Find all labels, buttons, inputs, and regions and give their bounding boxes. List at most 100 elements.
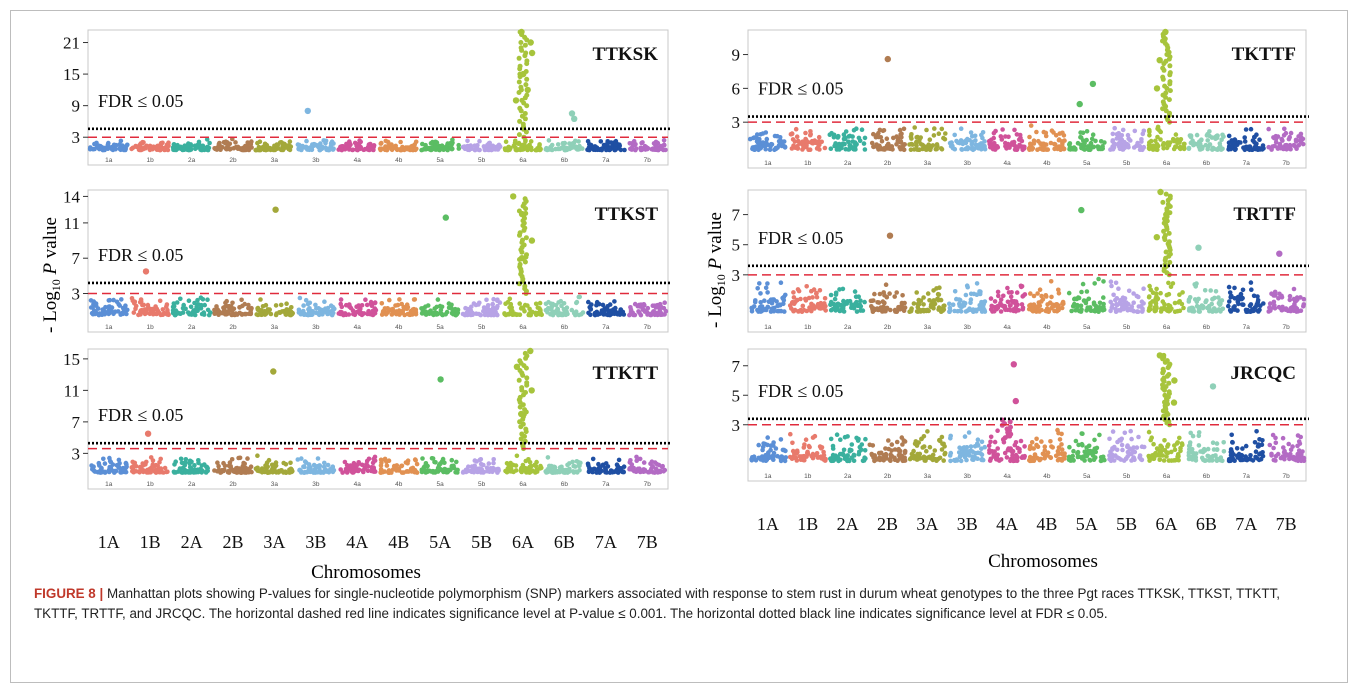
chromosome-inner-label: 3b — [312, 157, 320, 164]
snp-point — [834, 432, 840, 438]
snp-point — [791, 290, 796, 295]
chromosome-inner-label: 2a — [844, 473, 852, 480]
snp-point — [573, 138, 578, 144]
snp-point — [255, 453, 260, 459]
snp-point — [430, 456, 436, 461]
snp-point — [195, 297, 200, 303]
snp-point — [229, 457, 235, 462]
snp-point — [405, 311, 411, 317]
snp-point — [1175, 308, 1180, 314]
y-tick-label: 3 — [732, 266, 741, 285]
snp-point — [749, 458, 755, 463]
snp-point — [95, 144, 101, 149]
snp-point — [939, 147, 945, 152]
chromosome-inner-label: 7b — [644, 481, 652, 488]
snp-point — [1081, 146, 1087, 152]
snp-point — [317, 468, 323, 474]
snp-point — [1107, 436, 1112, 442]
significant-snp — [513, 363, 521, 370]
snp-point — [158, 468, 164, 474]
snp-point — [495, 147, 501, 152]
snp-point — [423, 312, 429, 317]
snp-point — [237, 305, 242, 310]
snp-point — [979, 452, 985, 458]
snp-point — [757, 281, 762, 286]
snp-point — [310, 312, 315, 317]
snp-point — [924, 127, 929, 133]
snp-point — [477, 138, 482, 144]
snp-point — [1080, 138, 1086, 143]
snp-point — [802, 457, 807, 463]
snp-point — [1101, 295, 1106, 300]
snp-point — [524, 380, 530, 386]
snp-point — [918, 307, 923, 313]
snp-point — [258, 297, 263, 302]
snp-point — [569, 144, 574, 150]
snp-point — [307, 300, 313, 306]
snp-point — [962, 454, 968, 460]
snp-point — [567, 468, 572, 474]
snp-point — [1160, 65, 1166, 71]
snp-point — [603, 467, 608, 473]
snp-point — [320, 312, 325, 317]
snp-point — [877, 291, 883, 297]
snp-point — [627, 466, 633, 471]
snp-point — [1164, 292, 1170, 298]
snp-point — [831, 301, 836, 307]
snp-point — [899, 435, 905, 440]
snp-point — [138, 147, 144, 153]
chromosome-inner-label: 3b — [964, 473, 972, 480]
significant-snp — [1153, 85, 1161, 92]
snp-point — [453, 307, 459, 313]
snp-point — [975, 456, 980, 462]
snp-point — [914, 457, 920, 462]
snp-point — [1055, 304, 1060, 310]
snp-point — [852, 289, 858, 294]
snp-point — [439, 459, 445, 464]
plot-frame — [747, 29, 1307, 169]
snp-point — [161, 145, 166, 151]
snp-point — [361, 147, 367, 152]
snp-point — [517, 118, 523, 124]
chromosome-inner-label: 3a — [271, 157, 279, 164]
snp-point — [223, 300, 228, 306]
x-axis-title-right: Chromosomes — [988, 551, 1098, 572]
snp-point — [382, 147, 388, 153]
snp-point — [421, 306, 426, 311]
snp-point — [507, 296, 513, 302]
snp-point — [1039, 293, 1044, 299]
snp-point — [1136, 434, 1141, 440]
snp-point — [936, 297, 941, 303]
snp-point — [1246, 144, 1251, 150]
snp-point — [537, 300, 543, 306]
snp-point — [968, 297, 974, 302]
snp-point — [896, 446, 901, 452]
snp-point — [108, 308, 114, 313]
snp-point — [1059, 442, 1064, 447]
snp-point — [934, 142, 940, 147]
snp-point — [287, 139, 293, 144]
snp-point — [1282, 126, 1287, 132]
snp-point — [1163, 191, 1169, 197]
snp-point — [529, 469, 534, 474]
snp-point — [398, 139, 403, 145]
snp-point — [1080, 130, 1086, 136]
snp-point — [355, 145, 361, 150]
snp-point — [132, 300, 137, 306]
snp-point — [141, 140, 146, 145]
snp-point — [939, 126, 945, 132]
snp-point — [947, 301, 952, 307]
snp-point — [529, 147, 534, 153]
snp-point — [1119, 436, 1124, 442]
snp-point — [768, 447, 773, 453]
snp-point — [1158, 290, 1163, 296]
snp-point — [102, 147, 107, 153]
snp-point — [183, 457, 189, 462]
snp-point — [379, 301, 385, 306]
snp-point — [545, 305, 551, 311]
snp-point — [1047, 300, 1053, 306]
snp-point — [1160, 74, 1166, 80]
snp-point — [543, 301, 549, 307]
snp-point — [956, 297, 962, 302]
snp-point — [922, 458, 927, 463]
